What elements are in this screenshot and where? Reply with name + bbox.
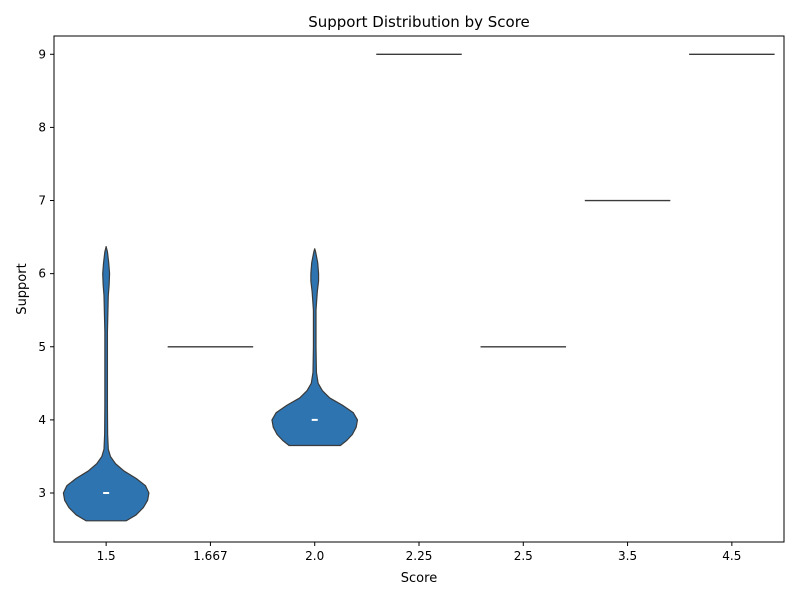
chart-title: Support Distribution by Score	[308, 13, 530, 31]
violin-body	[271, 248, 359, 447]
y-tick-label: 4	[38, 413, 46, 427]
y-axis-label: Support	[15, 263, 30, 314]
violin-body	[62, 245, 150, 522]
x-tick-label: 1.667	[193, 549, 227, 563]
y-tick-label: 8	[38, 120, 46, 134]
plot-area	[62, 53, 775, 522]
x-axis: 1.5 1.667 2.0 2.25 2.5 3.5 4.5	[97, 542, 741, 563]
x-tick-label: 2.0	[305, 549, 324, 563]
x-tick-label: 2.25	[406, 549, 433, 563]
x-axis-label: Score	[401, 571, 437, 586]
plot-frame	[53, 35, 785, 543]
y-axis: 3 4 5 6 7 8 9	[38, 47, 54, 500]
y-tick-label: 7	[38, 194, 46, 208]
x-tick-label: 2.5	[514, 549, 533, 563]
y-tick-label: 9	[38, 47, 46, 61]
y-tick-label: 6	[38, 267, 46, 281]
x-tick-label: 3.5	[618, 549, 637, 563]
x-tick-label: 4.5	[722, 549, 741, 563]
y-tick-label: 5	[38, 340, 46, 354]
y-tick-label: 3	[38, 486, 46, 500]
x-tick-label: 1.5	[97, 549, 116, 563]
